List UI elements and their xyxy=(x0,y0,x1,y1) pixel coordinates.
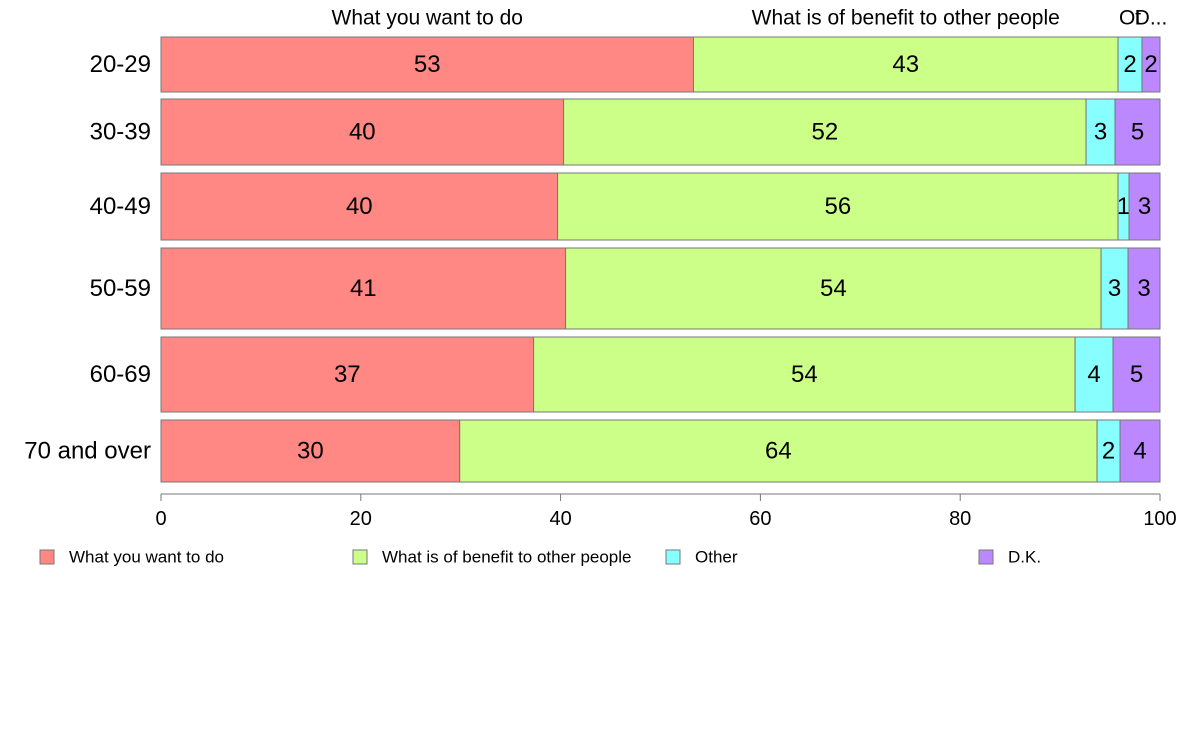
legend-swatch xyxy=(665,549,681,565)
bar-segment xyxy=(1112,336,1161,413)
bar-segment xyxy=(1127,247,1161,330)
x-tick-label: 20 xyxy=(350,508,372,530)
bar-segment xyxy=(1085,98,1116,166)
data-label: 3 xyxy=(1137,275,1150,302)
bar-segment xyxy=(160,336,535,413)
data-label: 3 xyxy=(1108,275,1121,302)
legend-swatch xyxy=(39,549,55,565)
data-label: 3 xyxy=(1138,193,1151,220)
bar-segment xyxy=(459,419,1098,483)
data-label: 41 xyxy=(350,275,377,302)
bar-segment xyxy=(1119,419,1161,483)
data-label: 1 xyxy=(1117,193,1130,220)
bar-segment xyxy=(565,247,1102,330)
data-label: 56 xyxy=(824,193,851,220)
data-label: 30 xyxy=(297,438,324,465)
data-label: 43 xyxy=(892,51,919,78)
category-label: 20-29 xyxy=(90,51,151,78)
legend-label: Other xyxy=(695,548,738,567)
data-label: 2 xyxy=(1144,51,1157,78)
legend-label: What you want to do xyxy=(69,548,224,567)
data-label: 40 xyxy=(346,193,373,220)
bar-segment xyxy=(692,36,1119,93)
data-label: 37 xyxy=(334,361,361,388)
legend-label: D.K. xyxy=(1008,548,1041,567)
bar-segment xyxy=(160,36,694,93)
data-label: 4 xyxy=(1087,361,1100,388)
category-label: 60-69 xyxy=(90,361,151,388)
data-label: 2 xyxy=(1102,438,1115,465)
data-label: 40 xyxy=(349,119,376,146)
bar-segment xyxy=(557,172,1119,241)
x-tick-label: 60 xyxy=(749,508,771,530)
bar-segment xyxy=(160,172,559,241)
legend-label: What is of benefit to other people xyxy=(382,548,632,567)
series-top-label: What is of benefit to other people xyxy=(752,7,1060,30)
bar-segment xyxy=(533,336,1076,413)
category-label: 40-49 xyxy=(90,193,151,220)
data-label: 5 xyxy=(1131,119,1144,146)
data-label: 2 xyxy=(1123,51,1136,78)
series-top-label: What you want to do xyxy=(332,7,523,30)
category-label: 70 and over xyxy=(24,438,151,465)
data-label: 54 xyxy=(820,275,847,302)
bar-segment xyxy=(1114,98,1161,166)
data-label: 3 xyxy=(1094,119,1107,146)
bar-segment xyxy=(1128,172,1161,241)
x-tick-label: 0 xyxy=(155,508,166,530)
legend-swatch xyxy=(352,549,368,565)
bar-segment xyxy=(1141,36,1161,93)
bar-segment xyxy=(1100,247,1129,330)
x-tick-label: 40 xyxy=(549,508,571,530)
data-label: 53 xyxy=(414,51,441,78)
series-top-label: Ot xyxy=(1119,7,1141,30)
bar-segment xyxy=(160,98,565,166)
data-label: 4 xyxy=(1133,438,1146,465)
data-label: 64 xyxy=(765,438,792,465)
category-label: 30-39 xyxy=(90,119,151,146)
bar-segment xyxy=(160,247,567,330)
x-tick-label: 80 xyxy=(949,508,971,530)
bar-segment xyxy=(563,98,1087,166)
bar-segment xyxy=(160,419,461,483)
data-label: 52 xyxy=(811,119,838,146)
data-label: 5 xyxy=(1130,361,1143,388)
legend-swatch xyxy=(978,549,994,565)
x-tick-label: 100 xyxy=(1143,508,1176,530)
bar-segment xyxy=(1074,336,1114,413)
series-top-label: D... xyxy=(1135,7,1168,30)
data-label: 54 xyxy=(791,361,818,388)
category-label: 50-59 xyxy=(90,275,151,302)
